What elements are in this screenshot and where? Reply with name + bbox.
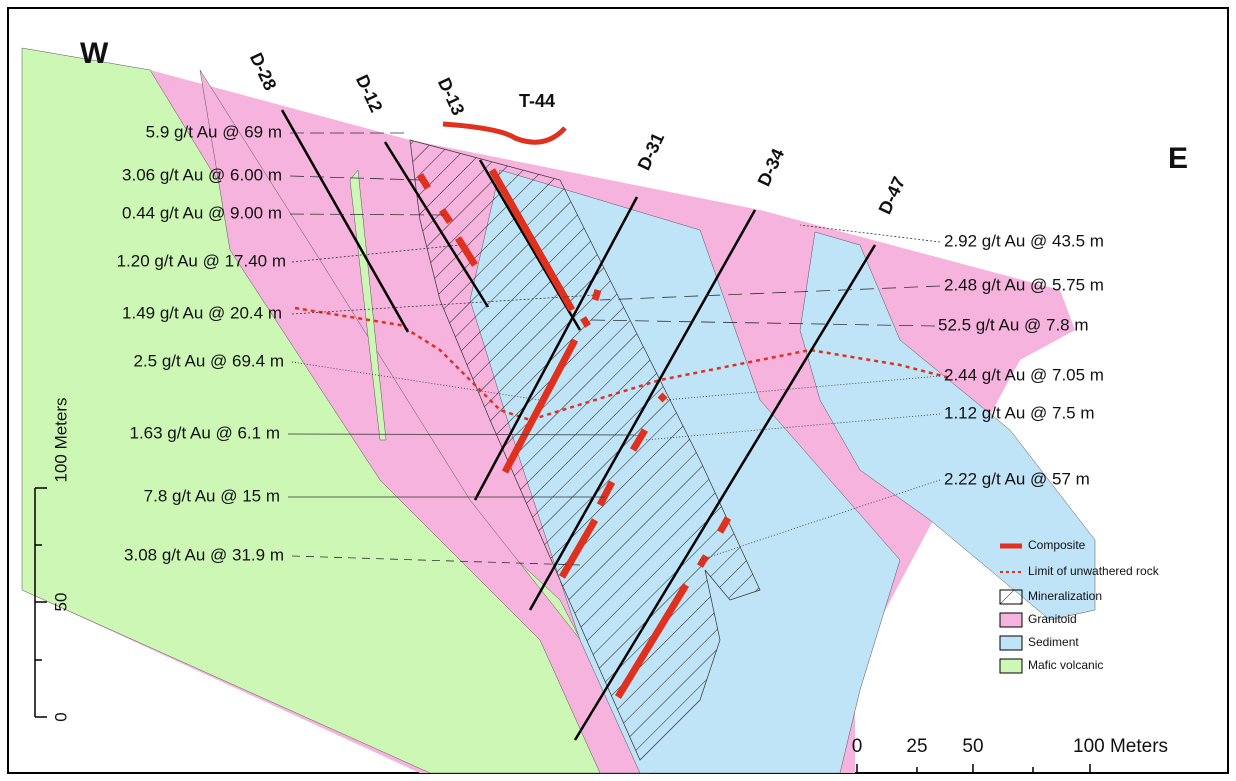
scale-label: 0 xyxy=(852,736,863,757)
composite xyxy=(629,428,649,452)
mafic-volcanic xyxy=(349,169,387,441)
intercept: 52.5 g/t Au @ 7.8 m xyxy=(938,315,1089,334)
legend-label: Composite xyxy=(1028,538,1086,552)
horizontal-scale xyxy=(856,764,1091,773)
intercept: 7.8 g/t Au @ 15 m xyxy=(144,486,280,505)
intercept: 5.9 g/t Au @ 69 m xyxy=(146,122,282,141)
scale-label: 25 xyxy=(906,736,927,757)
legend-swatch xyxy=(999,612,1023,628)
scale-label: 100 Meters xyxy=(51,397,70,482)
composite xyxy=(439,208,453,224)
composite xyxy=(696,554,710,568)
weathering-limit xyxy=(294,306,951,422)
intercept: 2.48 g/t Au @ 5.75 m xyxy=(944,275,1104,294)
scale-label: 100 Meters xyxy=(1073,736,1168,757)
composite xyxy=(596,480,616,507)
leader-lines xyxy=(287,132,941,566)
intercept: 2.92 g/t Au @ 43.5 m xyxy=(944,231,1104,250)
drillhole xyxy=(473,196,639,501)
intercept: 3.06 g/t Au @ 6.00 m xyxy=(122,165,282,184)
intercept: 1.20 g/t Au @ 17.40 m xyxy=(117,251,286,270)
intercept: 0.44 g/t Au @ 9.00 m xyxy=(122,203,282,222)
intercept: 1.12 g/t Au @ 7.5 m xyxy=(944,403,1095,422)
leader xyxy=(291,244,461,263)
vertical-scale xyxy=(34,487,47,718)
composites xyxy=(417,168,732,699)
leader xyxy=(287,433,641,436)
legend-label: Mafic volcanic xyxy=(1028,658,1103,672)
leader xyxy=(589,319,936,327)
composite xyxy=(615,583,689,699)
trench-label: T-44 xyxy=(519,91,555,111)
intercept: 2.22 g/t Au @ 57 m xyxy=(944,469,1090,488)
scale-label: 50 xyxy=(962,736,983,757)
composite xyxy=(417,173,431,190)
sediment xyxy=(799,231,1096,621)
drillhole xyxy=(280,109,410,333)
intercept: 3.08 g/t Au @ 31.9 m xyxy=(124,545,284,564)
composite xyxy=(716,516,732,534)
intercepts-left: 5.9 g/t Au @ 69 m 3.06 g/t Au @ 6.00 m 0… xyxy=(117,122,286,564)
legend: Composite Limit of unwathered rock Miner… xyxy=(999,538,1160,674)
intercept: 1.63 g/t Au @ 6.1 m xyxy=(129,423,280,442)
legend-label: Limit of unwathered rock xyxy=(1028,564,1160,578)
leader xyxy=(644,413,941,441)
intercept: 1.49 g/t Au @ 20.4 m xyxy=(122,303,282,322)
legend-label: Mineralization xyxy=(1028,589,1102,603)
leader xyxy=(799,224,941,243)
leader xyxy=(291,555,581,566)
composite xyxy=(501,338,579,474)
intercepts-right: 2.92 g/t Au @ 43.5 m 2.48 g/t Au @ 5.75 … xyxy=(938,231,1104,488)
trench xyxy=(442,121,567,145)
leader xyxy=(289,213,446,216)
leader xyxy=(599,285,941,301)
composite xyxy=(657,392,668,403)
leader xyxy=(291,294,596,315)
intercept: 2.5 g/t Au @ 69.4 m xyxy=(133,351,284,370)
composite xyxy=(591,288,602,302)
legend-swatch xyxy=(999,658,1023,674)
composite xyxy=(558,518,599,579)
drillhole xyxy=(573,244,877,741)
composite xyxy=(488,168,576,312)
scale-label: 50 xyxy=(51,593,70,612)
scale-label: 0 xyxy=(51,712,70,721)
composite xyxy=(580,316,591,328)
leader xyxy=(289,175,421,181)
composite xyxy=(455,236,478,267)
west-label: W xyxy=(80,37,109,70)
leader xyxy=(699,479,941,561)
legend-swatch xyxy=(999,635,1023,651)
east-label: E xyxy=(1168,142,1188,175)
drillhole xyxy=(383,141,490,308)
legend-swatch xyxy=(999,589,1023,605)
legend-label: Sediment xyxy=(1028,635,1079,649)
leader xyxy=(664,375,941,401)
intercept: 2.44 g/t Au @ 7.05 m xyxy=(944,365,1104,384)
legend-label: Granitoid xyxy=(1028,612,1077,626)
drillhole xyxy=(528,209,757,611)
